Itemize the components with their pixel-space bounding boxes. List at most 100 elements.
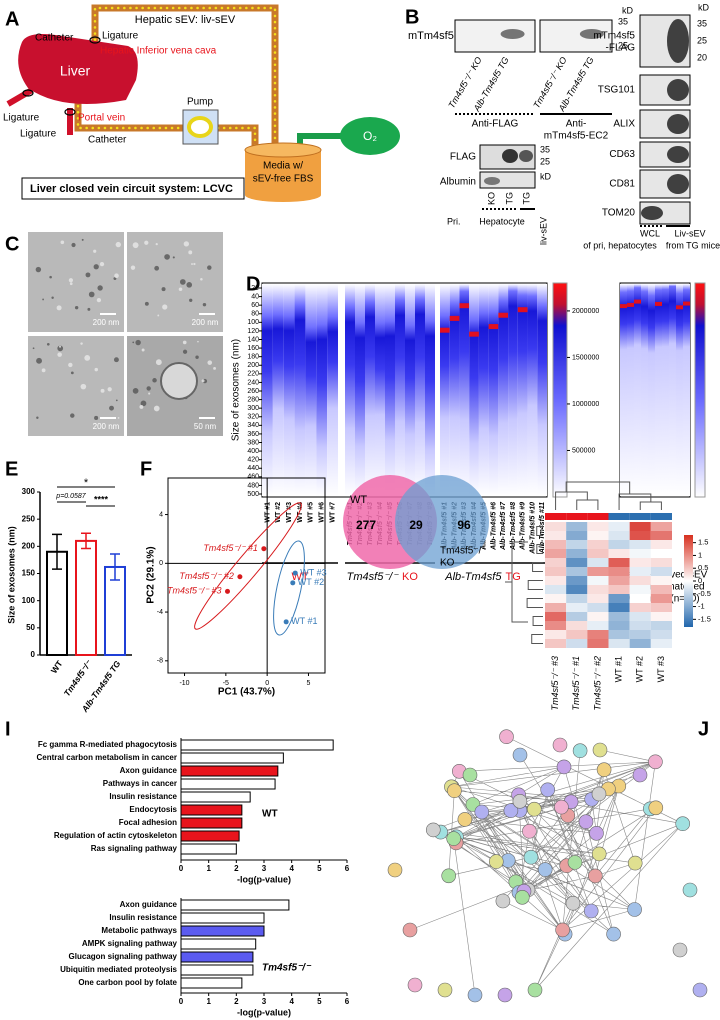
heatmap-cell [545, 585, 567, 594]
em-image [28, 232, 124, 332]
em-particle [144, 240, 149, 245]
em-particle [60, 240, 65, 245]
point [292, 570, 298, 576]
label: Ligature [3, 113, 40, 124]
label: Tm4sf5⁻/⁻ [440, 546, 487, 557]
pump-rotor [187, 116, 213, 138]
band [500, 29, 525, 39]
heatmap-cell [545, 621, 567, 630]
heatmap-cell [566, 621, 588, 630]
em-particle [81, 238, 84, 241]
em-particle [213, 366, 216, 370]
point [224, 588, 230, 594]
category-label: AMPK signaling pathway [82, 939, 178, 948]
heatmap-column [517, 284, 528, 496]
heatmap-cell [545, 612, 567, 621]
em-particle [146, 386, 151, 391]
network-node [537, 862, 553, 877]
network-node [467, 987, 483, 1003]
em-particle [85, 272, 91, 278]
label: Catheter [35, 33, 74, 44]
heatmap-peak [627, 302, 634, 307]
sample-label: Alb-Tm4sf5 #6 [490, 502, 497, 551]
heatmap-column [508, 284, 518, 496]
ligature [64, 108, 76, 116]
error-bar [81, 532, 91, 550]
panel-label: E [5, 458, 18, 480]
heatmap-cell [650, 630, 672, 639]
group-strip [566, 513, 588, 520]
error-bar [110, 553, 120, 581]
em-image [127, 232, 223, 332]
colorbar-label: -0.5 [698, 589, 711, 598]
y-tick-label: 180 [247, 354, 259, 361]
heatmap-cell [608, 585, 630, 594]
em-particle [109, 405, 114, 411]
axis-title: PC2 (29.1%) [146, 546, 157, 603]
label: Liv-sEV [674, 228, 705, 238]
em-particle [113, 357, 119, 363]
category-label: Fc gamma R-mediated phagocytosis [38, 740, 178, 749]
label: 35 [697, 18, 707, 28]
x-tick-label: 0 [179, 997, 184, 1006]
em-particle [35, 266, 42, 273]
band [667, 174, 689, 194]
point-label: WT #1 [291, 616, 317, 626]
heatmap-column [627, 284, 634, 496]
point-label: WT #3 [300, 567, 326, 577]
y-tick-label: 300 [22, 487, 36, 496]
heatmap-peak [517, 307, 528, 313]
group-label: Alb-Tm4sf5 [444, 571, 502, 583]
sample-label: WT #3 [286, 502, 293, 523]
label: Anti-FLAG [472, 119, 519, 130]
annotation: p=0.0587 [55, 493, 86, 500]
heatmap-cell [566, 630, 588, 639]
network-node [565, 895, 581, 911]
network-node [554, 799, 569, 815]
bar [180, 739, 334, 751]
y-tick-label: 480 [247, 482, 259, 489]
label: Anti- [566, 119, 587, 130]
heatmap-cell [587, 576, 609, 585]
network-node [583, 903, 599, 919]
em-particle [80, 342, 83, 345]
em-particle [161, 287, 166, 292]
network-node [672, 942, 688, 958]
network-node [648, 800, 664, 816]
heatmap-cell [629, 567, 651, 576]
heatmap-cell [629, 612, 651, 621]
em-particle [32, 347, 35, 350]
x-tick-label: 0 [179, 864, 184, 873]
em-particle [56, 305, 62, 311]
heatmap-cell [608, 603, 630, 612]
em-particle [207, 360, 213, 365]
label: 277 [356, 518, 376, 532]
network-node [606, 926, 621, 942]
heatmap-cell [650, 522, 672, 531]
heatmap-cell [629, 549, 651, 558]
heatmap-cell [587, 585, 609, 594]
heatmap-cell [566, 549, 588, 558]
em-particle [130, 265, 136, 270]
group-label: TG [506, 571, 521, 583]
column-label: Tm4sf5⁻/⁻ #1 [571, 656, 581, 711]
heatmap-cell [650, 585, 672, 594]
colorbar [694, 282, 706, 498]
y-tick-label: 320 [247, 414, 259, 421]
heatmap-cell [587, 603, 609, 612]
label: 96 [457, 518, 471, 532]
x-tick-label: 4 [289, 997, 294, 1006]
network-node [495, 893, 511, 909]
heatmap-cell [608, 621, 630, 630]
heatmap-cell [629, 621, 651, 630]
em-particle [188, 250, 193, 255]
em-particle [162, 304, 168, 310]
column-label: WT #2 [635, 656, 645, 682]
bar [180, 899, 290, 911]
em-particle [132, 242, 139, 249]
y-tick-label: 340 [247, 422, 259, 429]
bar [180, 964, 254, 976]
heatmap-cell [545, 522, 567, 531]
label: KO [440, 558, 455, 569]
sample-label: Alb-Tm4sf5 #8 [510, 502, 517, 551]
